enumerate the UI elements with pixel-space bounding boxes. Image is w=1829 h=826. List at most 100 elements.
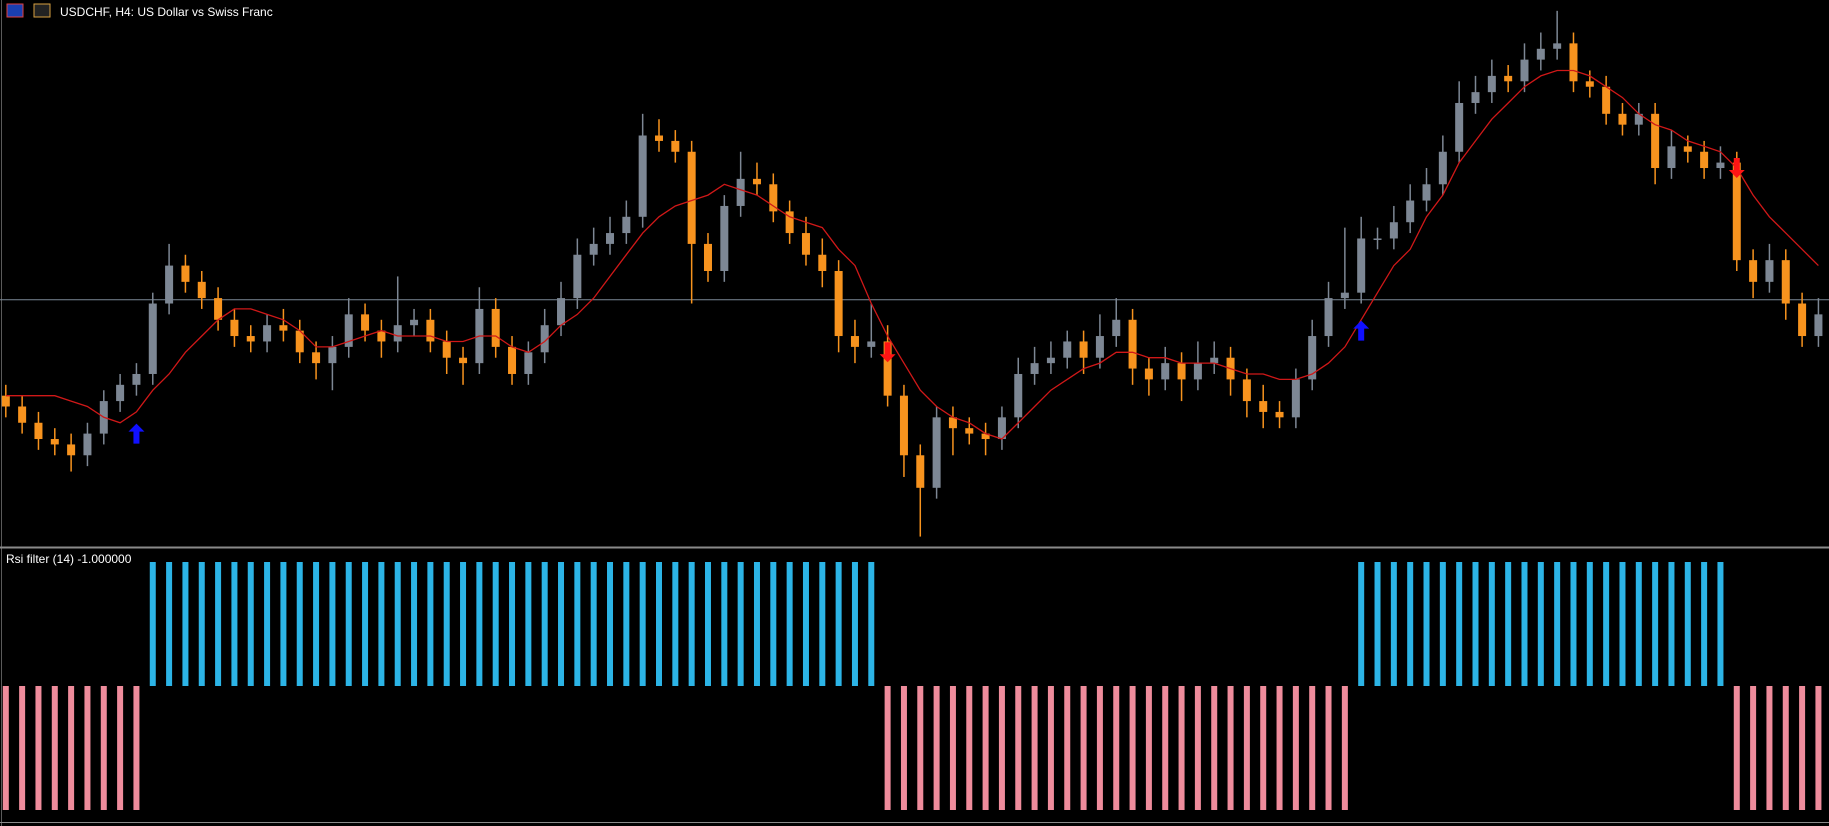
candle-body [459,357,468,364]
candle-body [1781,260,1790,304]
signal-bar [476,562,483,686]
candle-body [1291,379,1300,418]
candle-body [1063,341,1072,358]
signal-bar [541,562,548,686]
candle-body [1177,363,1186,380]
signal-bar [574,562,581,686]
moving-average [5,69,1819,440]
candle-body [1275,411,1284,418]
signal-bar [688,562,695,686]
candle-body [655,135,663,141]
candle-body [1161,363,1170,380]
candle-body [132,373,141,385]
signal-bar [884,686,891,810]
signal-bar [215,562,222,686]
signal-bar [1276,686,1283,810]
candle-body [328,346,337,364]
signal-bar [1701,562,1708,686]
signal-bar [1145,686,1152,810]
signal-bar [1211,686,1218,810]
signal-bar [1488,562,1495,686]
candle-body [1340,292,1349,299]
candle-body [1504,75,1513,82]
signal-bar [394,562,401,686]
signal-bar [68,686,75,810]
candle-body [1634,113,1643,125]
signal-bar [1341,686,1348,810]
signal-bar [427,562,434,686]
candle-body [165,265,174,304]
buy-arrow [128,423,145,444]
signal-bar [1162,686,1169,810]
candle-body [948,417,957,429]
signal-bar [1309,686,1316,810]
candle-body [410,319,419,326]
candle-body [573,254,582,299]
candle-body [1242,379,1251,402]
candle-body [312,352,321,364]
candle-body [1700,151,1709,169]
candle-body [997,417,1006,440]
signal-bar [917,686,924,810]
candle-body [1373,238,1382,240]
candle-body [1422,184,1431,201]
signal-bar [851,562,858,686]
candle-body [1716,162,1725,169]
candle-body [1569,43,1578,82]
signal-bar [966,686,973,810]
signal-bar [247,562,254,686]
signal-bar [607,562,614,686]
signal-bar [411,562,418,686]
candle-body [557,298,566,326]
signal-bar [998,686,1005,810]
signal-bar [1603,562,1610,686]
candle-body [1520,59,1529,82]
candle-body [606,233,615,244]
signal-bar [1799,686,1806,810]
signal-bar [1390,562,1397,686]
sell-arrow [879,342,896,363]
signal-bar [1292,686,1299,810]
signal-bar [35,686,42,810]
chart-icons [6,3,51,18]
signal-bar [1243,686,1250,810]
candle-body [1487,75,1496,93]
signal-bar [704,562,711,686]
signal-bar [721,562,728,686]
candle-body [883,341,892,396]
signal-bar [117,686,124,810]
signal-bar [1194,686,1201,810]
candle-body [181,265,190,282]
signal-bar [1325,686,1332,810]
signal-bar [753,562,760,686]
candle-body [1814,314,1823,337]
signal-bar [19,686,26,810]
candle-body [540,325,549,353]
candle-body [834,271,843,337]
candle-body [508,346,517,374]
candle-body [426,319,435,342]
candle-body [1732,162,1741,261]
candle-body [1667,146,1676,169]
candle-body [1471,92,1480,103]
signal-bar [819,562,826,686]
signal-bar [345,562,352,686]
signal-bar [1374,562,1381,686]
buy-arrow [1353,320,1370,341]
candle-body [1455,102,1464,152]
signal-bar [149,562,156,686]
candle-body [1585,81,1594,87]
candle-body [687,151,696,244]
candle-body [703,243,712,271]
candle-body [1357,238,1366,293]
signal-bar [1766,686,1773,810]
signal-bar [1717,562,1724,686]
signal-bar [1423,562,1430,686]
signal-bar [1635,562,1642,686]
signal-bar [1456,562,1463,686]
icon [33,3,51,18]
signal-bar [329,562,336,686]
candle-body [18,406,27,423]
signal-bar [656,562,662,686]
